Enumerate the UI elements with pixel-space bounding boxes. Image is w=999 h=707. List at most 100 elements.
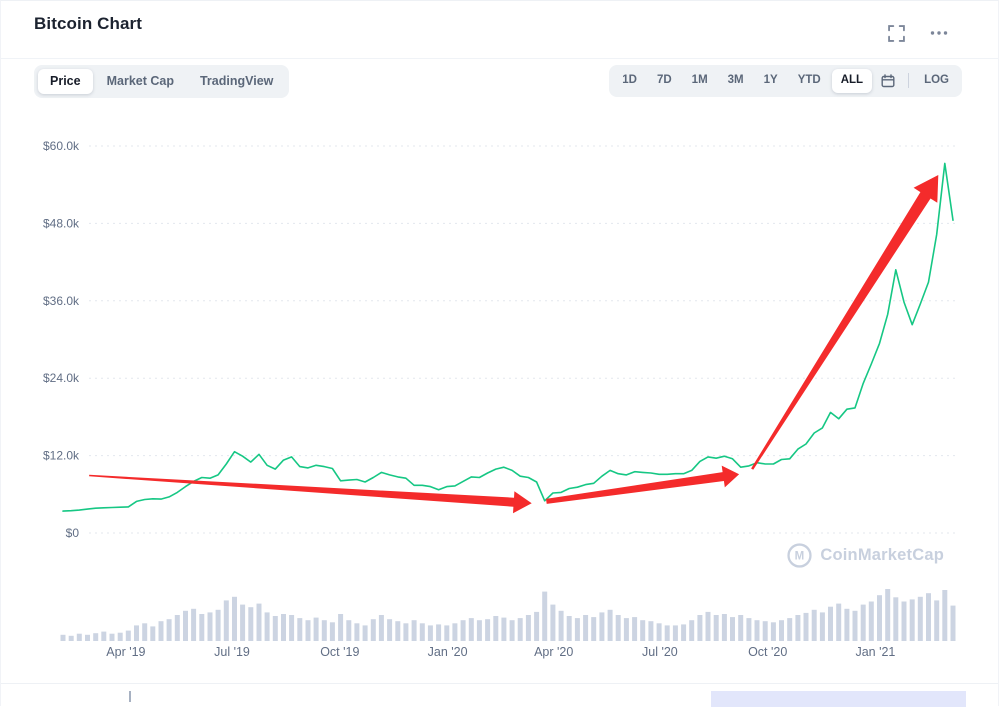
volume-bar [134, 625, 139, 641]
volume-bar [305, 620, 311, 641]
volume-bar [93, 633, 99, 641]
volume-bar [272, 616, 278, 641]
volume-bar [436, 624, 442, 641]
volume-bar [199, 614, 205, 641]
volume-bar [779, 620, 784, 641]
volume-bar [354, 623, 360, 641]
header-divider [1, 58, 998, 59]
range-1d-button[interactable]: 1D [613, 69, 646, 93]
slider-handle[interactable] [129, 691, 131, 702]
volume-bar [754, 620, 760, 641]
volume-bar [419, 623, 425, 641]
y-axis-label: $36.0k [43, 294, 80, 308]
volume-bar [934, 600, 940, 641]
y-axis-label: $60.0k [43, 139, 80, 153]
volume-bar [917, 596, 923, 641]
volume-bar [836, 603, 842, 641]
volume-bar [648, 621, 654, 641]
chart-type-toggle: Price Market Cap TradingView [34, 65, 290, 98]
x-axis-label: Jan '21 [855, 645, 895, 659]
volume-bar [599, 612, 605, 641]
x-axis-label: Jan '20 [428, 645, 468, 659]
volume-bar [672, 625, 678, 641]
range-3m-button[interactable]: 3M [719, 69, 753, 93]
y-axis-label: $48.0k [43, 216, 80, 230]
volume-bar [411, 620, 417, 641]
volume-bar [117, 632, 123, 641]
range-slider-strip [1, 684, 998, 707]
volume-bar [730, 617, 735, 641]
volume-bar [297, 618, 303, 641]
volume-bar [558, 610, 564, 641]
log-scale-button[interactable]: LOG [915, 69, 958, 93]
x-axis-label: Oct '20 [748, 645, 787, 659]
tab-price[interactable]: Price [38, 69, 93, 94]
tab-market-cap[interactable]: Market Cap [95, 69, 186, 94]
volume-bar [76, 633, 82, 641]
volume-bar [574, 618, 580, 641]
volume-bar [550, 604, 556, 641]
volume-bar [378, 615, 384, 641]
range-7d-button[interactable]: 7D [648, 69, 681, 93]
volume-bar [183, 610, 188, 641]
volume-bar [828, 606, 833, 641]
toolbar-divider [908, 73, 910, 89]
volume-bar [142, 623, 148, 641]
volume-bar [681, 624, 687, 641]
volume-bar [150, 626, 156, 641]
volume-bar [811, 609, 817, 641]
slider-selection[interactable] [711, 691, 966, 707]
volume-bar [362, 625, 368, 641]
tab-tradingview[interactable]: TradingView [188, 69, 285, 94]
volume-bar [281, 614, 286, 641]
volume-bar [942, 590, 948, 641]
volume-bar [746, 618, 752, 641]
volume-bar [860, 604, 866, 641]
volume-bar [877, 595, 882, 641]
volume-bar [101, 631, 107, 641]
volume-bar [803, 612, 809, 641]
volume-bar [868, 601, 874, 641]
volume-bar [476, 620, 482, 641]
volume-bar [313, 617, 319, 641]
volume-bar [656, 623, 662, 641]
range-1m-button[interactable]: 1M [683, 69, 717, 93]
volume-bar [223, 600, 229, 641]
volume-bar [517, 618, 523, 641]
range-all-button[interactable]: ALL [831, 69, 873, 93]
volume-bar [370, 619, 376, 641]
x-axis-label: Oct '19 [320, 645, 359, 659]
volume-bar [166, 619, 172, 641]
volume-bar [387, 619, 393, 641]
fullscreen-expand-icon[interactable] [886, 23, 906, 43]
volume-bar [787, 618, 793, 641]
volume-bar [240, 604, 246, 641]
volume-bar [125, 630, 131, 641]
volume-bar [346, 620, 352, 641]
volume-bar [542, 591, 548, 641]
y-axis-label: $12.0k [43, 449, 80, 463]
trend-arrow-annotation [546, 465, 740, 504]
coinmarketcap-logo-icon: M [787, 543, 812, 568]
range-1y-button[interactable]: 1Y [755, 69, 787, 93]
volume-bar [248, 607, 254, 641]
volume-bar [591, 617, 597, 641]
volume-bar [926, 593, 931, 641]
x-axis-label: Apr '19 [106, 645, 145, 659]
ellipsis-menu-icon[interactable] [929, 23, 949, 43]
volume-bar [697, 615, 703, 641]
volume-bar [158, 621, 164, 641]
volume-bar [525, 615, 531, 641]
volume-bar [232, 596, 237, 641]
volume-bar [607, 609, 613, 641]
volume-bar [485, 619, 491, 641]
y-axis-label: $0 [66, 526, 80, 540]
section-divider [1, 683, 998, 684]
volume-bar [191, 608, 197, 641]
header-icons [886, 23, 949, 43]
volume-bar [705, 611, 711, 641]
price-line [62, 162, 954, 512]
calendar-icon[interactable] [874, 70, 902, 92]
range-ytd-button[interactable]: YTD [789, 69, 830, 93]
